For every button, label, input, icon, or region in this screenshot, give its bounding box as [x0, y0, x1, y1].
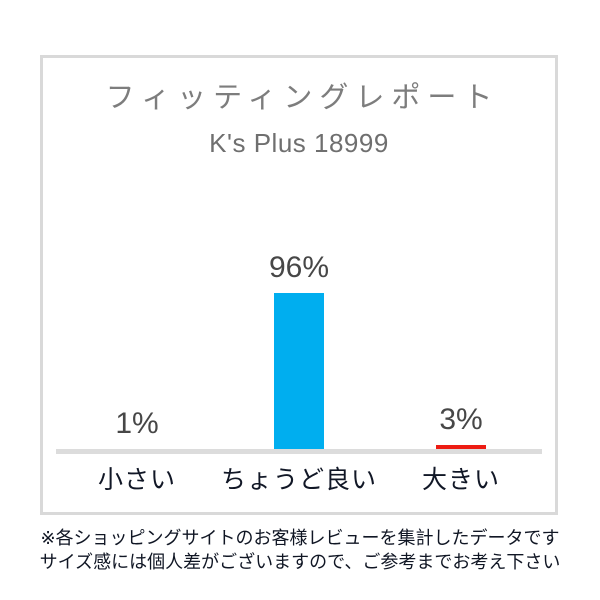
- product-name-subtitle: K's Plus 18999: [209, 128, 389, 159]
- fitting-report-card: フィッティングレポート K's Plus 18999 1% 96% 3% 小さい: [40, 55, 558, 515]
- value-label-justright: 96%: [268, 251, 330, 285]
- axis-baseline: [56, 449, 542, 454]
- footnote: ※各ショッピングサイトのお客様レビューを集計したデータです サイズ感には個人差が…: [0, 526, 600, 574]
- bar-columns: 1% 96% 3%: [56, 168, 542, 449]
- category-cell-large: 大きい: [380, 460, 542, 496]
- category-label-justright: ちょうど良い: [220, 466, 377, 494]
- value-label-large: 3%: [439, 403, 483, 436]
- card-header: フィッティングレポート K's Plus 18999: [43, 58, 555, 159]
- bar-column-small[interactable]: 1%: [56, 168, 218, 449]
- bar-justright[interactable]: [274, 293, 324, 449]
- category-axis-labels: 小さい ちょうど良い 大きい: [56, 460, 542, 496]
- category-label-large: 大きい: [421, 466, 500, 494]
- category-cell-small: 小さい: [56, 460, 218, 496]
- page-title: フィッティングレポート: [105, 82, 500, 114]
- footnote-line-1: ※各ショッピングサイトのお客様レビューを集計したデータです: [40, 528, 560, 548]
- bar-large[interactable]: [436, 445, 486, 449]
- bar-column-large[interactable]: 3%: [380, 168, 542, 449]
- bar-column-justright[interactable]: 96%: [218, 168, 380, 449]
- value-label-small: 1%: [115, 407, 159, 440]
- category-cell-justright: ちょうど良い: [218, 460, 380, 496]
- category-label-small: 小さい: [97, 466, 176, 494]
- footnote-line-2: サイズ感には個人差がございますので、ご参考までお考え下さい: [39, 552, 561, 572]
